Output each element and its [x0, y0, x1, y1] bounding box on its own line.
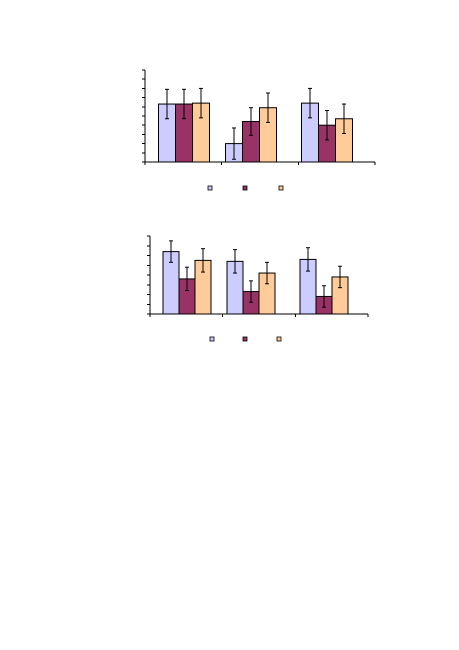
- chart-bottom: [147, 235, 369, 342]
- chart-top: [142, 69, 376, 191]
- legend-swatch-series1: [207, 185, 213, 191]
- legend-swatch-series2: [242, 185, 248, 191]
- legend-swatch-series1: [209, 336, 215, 342]
- legend-swatch-series2: [242, 336, 248, 342]
- legend-swatch-series3: [276, 336, 282, 342]
- legend-swatch-series3: [278, 185, 284, 191]
